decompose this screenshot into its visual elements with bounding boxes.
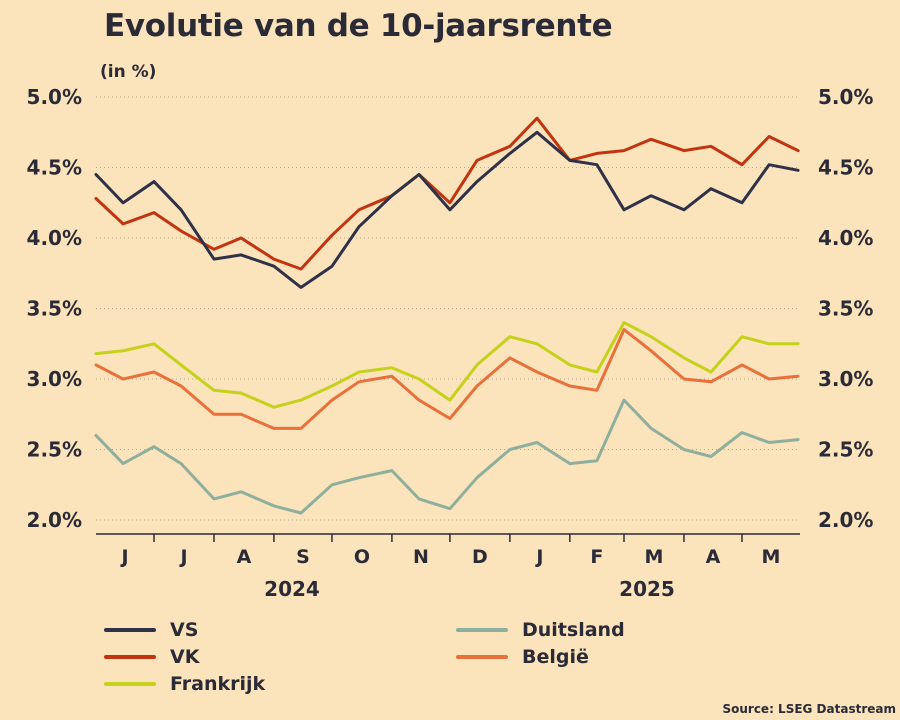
y-tick-label-right: 4.0% bbox=[818, 226, 873, 250]
y-tick-label-right: 5.0% bbox=[818, 85, 873, 109]
x-year-label: 2024 bbox=[264, 577, 320, 601]
series-line-vk bbox=[94, 116, 800, 271]
y-tick-label-left: 2.5% bbox=[27, 438, 82, 462]
legend-item-vk: VK bbox=[104, 644, 199, 670]
legend-swatch-vk bbox=[104, 655, 156, 659]
x-axis: J J A S O N D J F M A M 2024 2025 bbox=[96, 533, 800, 601]
x-month-label: S bbox=[296, 546, 310, 568]
x-month-label: O bbox=[354, 546, 370, 568]
series-line-vs bbox=[94, 130, 800, 289]
line-chart: 5.0% 4.5% 4.0% 3.5% 3.0% 2.5% 2.0% 5.0% 4.5% 4.0… bbox=[27, 85, 874, 601]
x-month-label: J bbox=[119, 546, 128, 568]
series-lines bbox=[94, 116, 800, 515]
x-month-label: N bbox=[413, 546, 429, 568]
x-month-label: M bbox=[762, 546, 781, 568]
y-axis-right: 5.0% 4.5% 4.0% 3.5% 3.0% 2.5% 2.0% bbox=[818, 85, 873, 532]
y-tick-label-left: 2.0% bbox=[27, 508, 82, 532]
y-tick-label-left: 3.0% bbox=[27, 367, 82, 391]
y-tick-label-left: 5.0% bbox=[27, 85, 82, 109]
grid-lines bbox=[96, 96, 800, 521]
x-month-label: D bbox=[472, 546, 488, 568]
series-line-belgie bbox=[94, 328, 800, 430]
y-tick-label-left: 4.5% bbox=[27, 156, 82, 180]
legend-label-belgie: België bbox=[522, 646, 589, 668]
x-month-label: J bbox=[178, 546, 187, 568]
legend-swatch-vs bbox=[104, 628, 156, 632]
x-month-label: F bbox=[590, 546, 603, 568]
legend-swatch-duitsland bbox=[456, 628, 508, 632]
y-axis-left: 5.0% 4.5% 4.0% 3.5% 3.0% 2.5% 2.0% bbox=[27, 85, 82, 532]
legend-label-duitsland: Duitsland bbox=[522, 619, 625, 641]
legend-item-duitsland: Duitsland bbox=[456, 617, 625, 643]
series-line-duitsland bbox=[94, 398, 800, 515]
legend-item-vs: VS bbox=[104, 617, 198, 643]
legend-swatch-frankrijk bbox=[104, 682, 156, 686]
y-tick-label-right: 2.5% bbox=[818, 438, 873, 462]
chart-title: Evolutie van de 10-jaarsrente bbox=[104, 8, 613, 44]
legend-label-frankrijk: Frankrijk bbox=[170, 673, 266, 695]
x-year-label: 2025 bbox=[619, 577, 675, 601]
y-tick-label-left: 4.0% bbox=[27, 226, 82, 250]
x-month-label: M bbox=[645, 546, 664, 568]
y-tick-label-right: 2.0% bbox=[818, 508, 873, 532]
x-month-label: A bbox=[237, 546, 252, 568]
y-tick-label-right: 3.5% bbox=[818, 297, 873, 321]
x-month-label: A bbox=[706, 546, 721, 568]
source-note: Source: LSEG Datastream bbox=[722, 702, 896, 716]
legend-swatch-belgie bbox=[456, 655, 508, 659]
series-line-frankrijk bbox=[94, 321, 800, 409]
legend-item-belgie: België bbox=[456, 644, 589, 670]
y-tick-label-left: 3.5% bbox=[27, 297, 82, 321]
legend-label-vk: VK bbox=[170, 646, 200, 668]
x-month-label: J bbox=[534, 546, 543, 568]
chart-subtitle: (in %) bbox=[100, 62, 157, 82]
legend-item-frankrijk: Frankrijk bbox=[104, 671, 265, 697]
y-tick-label-right: 3.0% bbox=[818, 367, 873, 391]
y-tick-label-right: 4.5% bbox=[818, 156, 873, 180]
legend-label-vs: VS bbox=[170, 619, 199, 641]
